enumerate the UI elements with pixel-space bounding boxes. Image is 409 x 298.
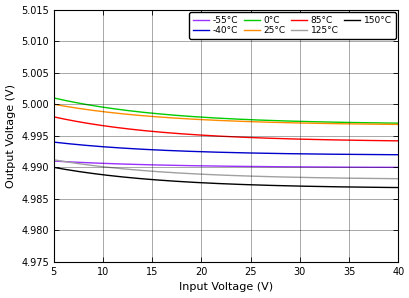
-55°C	[395, 166, 400, 169]
-40°C	[51, 140, 56, 144]
125°C	[299, 176, 304, 179]
-40°C	[163, 149, 168, 152]
125°C	[51, 158, 56, 162]
25°C	[163, 116, 168, 119]
25°C	[299, 121, 304, 125]
-40°C	[92, 144, 97, 148]
85°C	[51, 115, 56, 119]
85°C	[267, 136, 272, 140]
X-axis label: Input Voltage (V): Input Voltage (V)	[178, 283, 272, 292]
125°C	[163, 170, 168, 174]
0°C	[163, 113, 168, 116]
25°C	[92, 109, 97, 112]
0°C	[395, 121, 400, 125]
125°C	[267, 175, 272, 179]
-55°C	[301, 165, 306, 169]
Line: -55°C: -55°C	[54, 161, 398, 167]
150°C	[395, 186, 400, 189]
150°C	[301, 184, 306, 188]
150°C	[267, 184, 272, 187]
Line: 150°C: 150°C	[54, 167, 398, 187]
0°C	[301, 120, 306, 123]
25°C	[395, 123, 400, 126]
125°C	[395, 177, 400, 181]
Line: 125°C: 125°C	[54, 160, 398, 179]
125°C	[92, 164, 97, 167]
150°C	[299, 184, 304, 188]
-55°C	[163, 163, 168, 167]
Line: 85°C: 85°C	[54, 117, 398, 141]
Legend: -55°C, -40°C, 0°C, 25°C, 85°C, 125°C, 150°C: -55°C, -40°C, 0°C, 25°C, 85°C, 125°C, 15…	[189, 12, 395, 39]
-55°C	[92, 161, 97, 165]
-40°C	[301, 152, 306, 156]
-55°C	[187, 164, 192, 167]
-55°C	[267, 165, 272, 168]
125°C	[301, 176, 306, 179]
150°C	[187, 180, 192, 184]
0°C	[187, 115, 192, 118]
150°C	[51, 166, 56, 169]
Line: 25°C: 25°C	[54, 104, 398, 125]
-55°C	[51, 159, 56, 163]
85°C	[299, 137, 304, 141]
0°C	[51, 96, 56, 100]
25°C	[187, 117, 192, 121]
Line: -40°C: -40°C	[54, 142, 398, 155]
85°C	[163, 131, 168, 134]
Line: 0°C: 0°C	[54, 98, 398, 123]
25°C	[301, 121, 306, 125]
85°C	[395, 139, 400, 143]
-40°C	[299, 152, 304, 156]
85°C	[92, 123, 97, 126]
0°C	[92, 104, 97, 108]
150°C	[163, 179, 168, 182]
150°C	[92, 172, 97, 176]
0°C	[299, 120, 304, 123]
-40°C	[267, 152, 272, 155]
85°C	[187, 133, 192, 136]
-55°C	[299, 165, 304, 169]
-40°C	[395, 153, 400, 156]
85°C	[301, 137, 306, 141]
25°C	[267, 120, 272, 124]
-40°C	[187, 150, 192, 153]
0°C	[267, 119, 272, 122]
25°C	[51, 103, 56, 106]
Y-axis label: Output Voltage (V): Output Voltage (V)	[6, 84, 16, 188]
125°C	[187, 172, 192, 176]
